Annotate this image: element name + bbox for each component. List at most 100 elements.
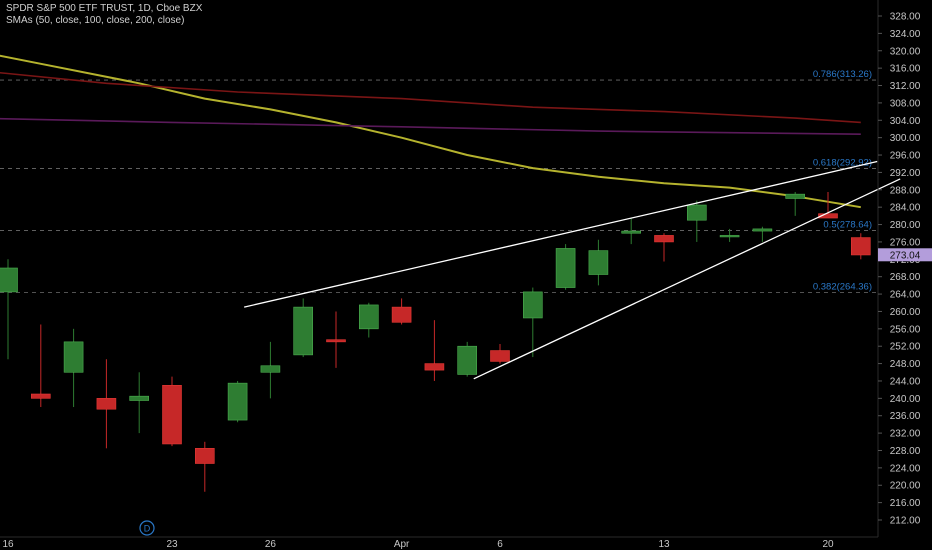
time-tick-label: 23 <box>166 539 178 550</box>
time-tick-label: 6 <box>497 539 503 550</box>
candle <box>195 441 215 492</box>
price-axis[interactable]: 212.00 216.00 220.00 224.00 228.00 232.00 236.… <box>877 0 932 537</box>
price-tick-label: 328.00 <box>890 12 921 23</box>
time-tick-label: 13 <box>658 539 670 550</box>
candle-body <box>30 393 51 399</box>
candle <box>30 324 51 408</box>
candle-body <box>490 350 510 362</box>
candle-body <box>654 235 674 243</box>
candle <box>686 200 707 242</box>
candle-body <box>621 230 642 234</box>
candle-body <box>326 339 346 343</box>
candle <box>326 311 346 368</box>
price-tick-label: 288.00 <box>890 185 921 196</box>
candle <box>850 233 871 260</box>
candle-body <box>588 250 609 275</box>
fib-level-label: 0.786(313.26) <box>813 69 872 80</box>
candle-body <box>424 363 445 371</box>
candle <box>227 380 248 423</box>
candle <box>391 298 412 325</box>
candle <box>457 341 478 377</box>
time-tick-label: 20 <box>822 539 834 550</box>
candle-body <box>818 213 838 219</box>
candle <box>522 287 543 358</box>
price-tick-label: 296.00 <box>890 151 921 162</box>
time-axis[interactable]: 162326Apr6132027 <box>0 536 932 550</box>
price-tick-label: 240.00 <box>890 394 921 405</box>
candle-body <box>195 448 215 464</box>
symbol-title: SPDR S&P 500 ETF TRUST, 1D, Cboe BZX <box>6 3 203 14</box>
candle-body <box>752 228 773 232</box>
moving-averages <box>0 54 861 209</box>
candle <box>490 344 510 364</box>
last-price-tag <box>878 248 932 262</box>
candle-body <box>457 345 478 375</box>
time-tick-label: 26 <box>265 539 277 550</box>
last-price-label: 273.04 <box>890 250 921 261</box>
price-tick-label: 248.00 <box>890 359 921 370</box>
price-tick-label: 236.00 <box>890 411 921 422</box>
candle-body <box>227 382 248 421</box>
candle-body <box>0 267 18 293</box>
price-tick-label: 212.00 <box>890 516 921 527</box>
candle <box>752 226 773 242</box>
price-tick-label: 232.00 <box>890 429 921 440</box>
sma-legend: SMAs (50, close, 100, close, 200, close) <box>6 15 185 26</box>
price-tick-label: 304.00 <box>890 116 921 127</box>
price-tick-label: 268.00 <box>890 272 921 283</box>
price-tick-label: 300.00 <box>890 133 921 144</box>
trendline[interactable] <box>473 178 901 380</box>
candle-body <box>358 304 379 330</box>
price-tick-label: 292.00 <box>890 168 921 179</box>
candle <box>785 191 806 216</box>
candle-body <box>96 398 117 410</box>
candle <box>96 359 117 449</box>
candle <box>260 341 281 399</box>
price-tick-label: 316.00 <box>890 64 921 75</box>
fib-levels: 0.786(313.26) 0.618(292.92) 0.5(278.64) 0.3… <box>0 69 878 293</box>
time-tick-label: 16 <box>2 539 14 550</box>
price-tick-label: 284.00 <box>890 203 921 214</box>
candle-body <box>162 385 182 445</box>
chart-legend: SPDR S&P 500 ETF TRUST, 1D, Cboe BZX SMA… <box>6 3 202 27</box>
candle-body <box>260 365 281 373</box>
sma-line-3 <box>0 117 861 135</box>
price-tick-label: 276.00 <box>890 237 921 248</box>
price-tick-label: 216.00 <box>890 498 921 509</box>
trendlines[interactable] <box>244 160 901 380</box>
candle <box>719 228 740 242</box>
candle <box>621 218 642 245</box>
candle <box>129 372 149 434</box>
fib-level-label: 0.5(278.64) <box>823 219 872 230</box>
dividend-marker-label: D <box>144 524 151 534</box>
sma-line-2 <box>0 71 861 124</box>
candle-body <box>686 204 707 221</box>
candle-body <box>293 306 314 356</box>
price-tick-label: 320.00 <box>890 46 921 57</box>
candle-body <box>555 248 576 288</box>
candle-body <box>129 395 149 401</box>
price-tick-label: 244.00 <box>890 376 921 387</box>
price-tick-label: 252.00 <box>890 342 921 353</box>
candle <box>818 191 838 219</box>
trendline[interactable] <box>244 160 878 308</box>
price-tick-label: 256.00 <box>890 324 921 335</box>
candle <box>555 244 576 290</box>
fib-level-label: 0.382(264.36) <box>813 282 872 293</box>
event-marker[interactable]: D <box>139 520 155 536</box>
price-tick-label: 324.00 <box>890 29 921 40</box>
price-tick-label: 280.00 <box>890 220 921 231</box>
price-tick-label: 228.00 <box>890 446 921 457</box>
price-tick-label: 224.00 <box>890 463 921 474</box>
dividend-marker-circle[interactable] <box>139 520 155 536</box>
candles <box>0 191 871 492</box>
candle <box>0 259 18 360</box>
candle-body <box>63 341 84 373</box>
candle <box>424 320 445 381</box>
candle <box>293 298 314 358</box>
price-tick-label: 312.00 <box>890 81 921 92</box>
candle <box>588 239 609 286</box>
price-tick-label: 260.00 <box>890 307 921 318</box>
